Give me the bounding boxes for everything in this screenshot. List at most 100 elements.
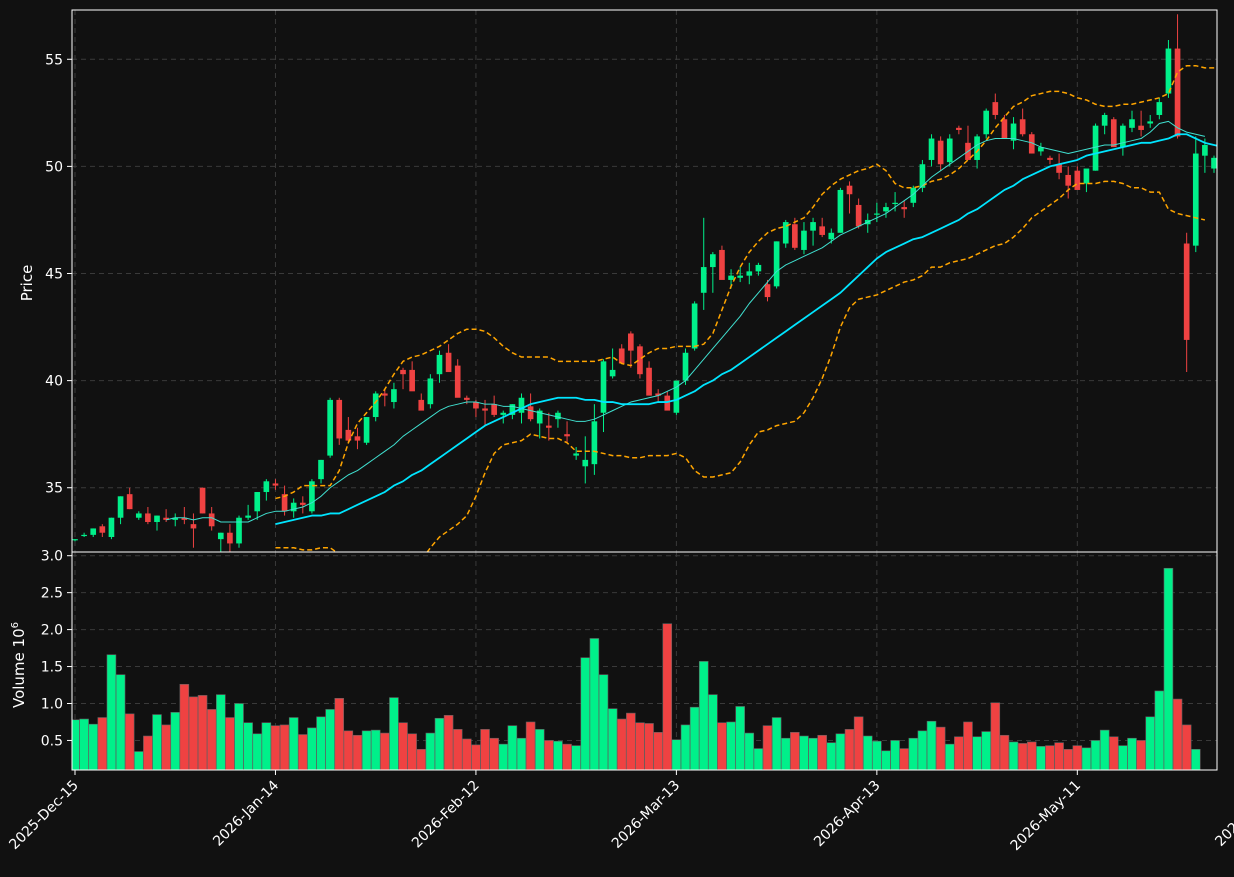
- candle-body: [600, 361, 607, 413]
- volume-bar: [899, 748, 909, 770]
- volume-bar: [607, 708, 618, 770]
- candle-body: [1183, 243, 1190, 340]
- candle-body: [418, 399, 425, 411]
- candle-body: [327, 399, 333, 456]
- volume-bar: [152, 714, 162, 770]
- candle-body: [299, 502, 306, 505]
- volume-bar: [1136, 740, 1146, 770]
- candle-body: [290, 502, 297, 512]
- candle-body: [1065, 174, 1072, 186]
- candle-body: [801, 230, 807, 250]
- candle-body: [828, 232, 835, 240]
- volume-bar: [443, 715, 454, 770]
- volume-bar: [708, 694, 718, 770]
- volume-bar: [143, 735, 153, 770]
- candle-body: [819, 226, 826, 235]
- volume-axis-label-text: Volume: [10, 647, 28, 708]
- candle-body: [518, 397, 525, 413]
- candle-body: [618, 348, 625, 364]
- volume-ytick-label: 3.0: [41, 549, 63, 565]
- candle-body: [172, 517, 179, 520]
- price-ytick-label: 55: [45, 52, 63, 68]
- volume-bar: [361, 730, 372, 770]
- volume-bar: [553, 740, 563, 770]
- candle-body: [491, 404, 497, 415]
- moving-average-fast-line: [166, 120, 1206, 523]
- candle-body: [190, 524, 197, 529]
- candle-body: [874, 213, 880, 215]
- candle-body: [628, 333, 634, 351]
- candle-body: [427, 378, 434, 405]
- candle-body: [90, 528, 97, 535]
- volume-bar: [288, 717, 299, 770]
- candle-body: [482, 408, 488, 411]
- volume-bar: [1081, 747, 1092, 770]
- candle-body: [1202, 144, 1208, 156]
- volume-bar: [571, 745, 581, 770]
- candle-body: [837, 189, 844, 233]
- candle-body: [664, 395, 671, 411]
- volume-bar: [799, 735, 809, 770]
- volume-bar: [817, 734, 827, 770]
- volume-bar: [161, 724, 171, 770]
- volume-bar: [343, 730, 354, 770]
- bollinger-upper-line: [275, 64, 1217, 500]
- candle-body: [983, 110, 990, 135]
- candle-body: [1047, 157, 1053, 160]
- x-tick-label: 2026-May-11: [1008, 778, 1085, 855]
- price-ytick-label: 50: [45, 159, 63, 175]
- volume-bar: [234, 703, 244, 770]
- volume-axis-label: Volume 106: [10, 622, 28, 708]
- volume-bar: [188, 696, 199, 770]
- candle-body: [272, 483, 279, 486]
- volume-bar: [1063, 749, 1073, 770]
- volume-bar: [325, 709, 335, 770]
- volume-bar: [790, 732, 800, 770]
- candle-body: [792, 224, 798, 248]
- volume-bar: [598, 674, 609, 770]
- volume-bar: [844, 729, 855, 770]
- volume-bar: [935, 726, 946, 770]
- candle-body: [509, 404, 516, 415]
- volume-bar: [316, 716, 326, 770]
- volume-bar: [771, 717, 782, 770]
- candle-body: [1092, 125, 1099, 171]
- candle-body: [937, 140, 944, 165]
- volume-bar: [626, 712, 636, 770]
- candle-body: [710, 254, 716, 268]
- candle-body: [436, 354, 443, 375]
- volume-bar: [908, 737, 919, 770]
- candle-body: [108, 517, 115, 538]
- candle-body: [309, 481, 315, 512]
- volume-ytick-label: 2.5: [41, 586, 63, 602]
- candle-body: [145, 513, 151, 523]
- volume-bar: [1072, 745, 1083, 770]
- volume-bar: [981, 731, 991, 770]
- candle-body: [208, 513, 215, 527]
- volume-bar: [881, 750, 891, 770]
- volume-bar: [389, 697, 399, 770]
- volume-bar: [1163, 567, 1174, 770]
- volume-bar: [662, 623, 673, 770]
- candle-body: [564, 434, 570, 437]
- price-ytick-label: 45: [45, 267, 63, 283]
- volume-bar: [516, 737, 527, 770]
- candle-body: [463, 397, 470, 400]
- volume-bar: [926, 720, 937, 770]
- volume-bar: [872, 740, 882, 770]
- candle-body: [473, 402, 479, 409]
- candle-body: [591, 421, 598, 465]
- volume-bars-group: [72, 567, 1201, 770]
- volume-bar: [407, 733, 417, 770]
- candle-body: [117, 496, 124, 518]
- candle-body: [573, 453, 579, 456]
- candle-body: [1174, 48, 1181, 137]
- volume-bar: [380, 732, 390, 770]
- volume-bar: [124, 713, 135, 770]
- volume-bar: [580, 657, 591, 770]
- volume-bar: [1127, 737, 1137, 770]
- volume-bar: [990, 702, 1001, 770]
- price-panel-frame: [71, 9, 1218, 553]
- candle-body: [1120, 125, 1126, 148]
